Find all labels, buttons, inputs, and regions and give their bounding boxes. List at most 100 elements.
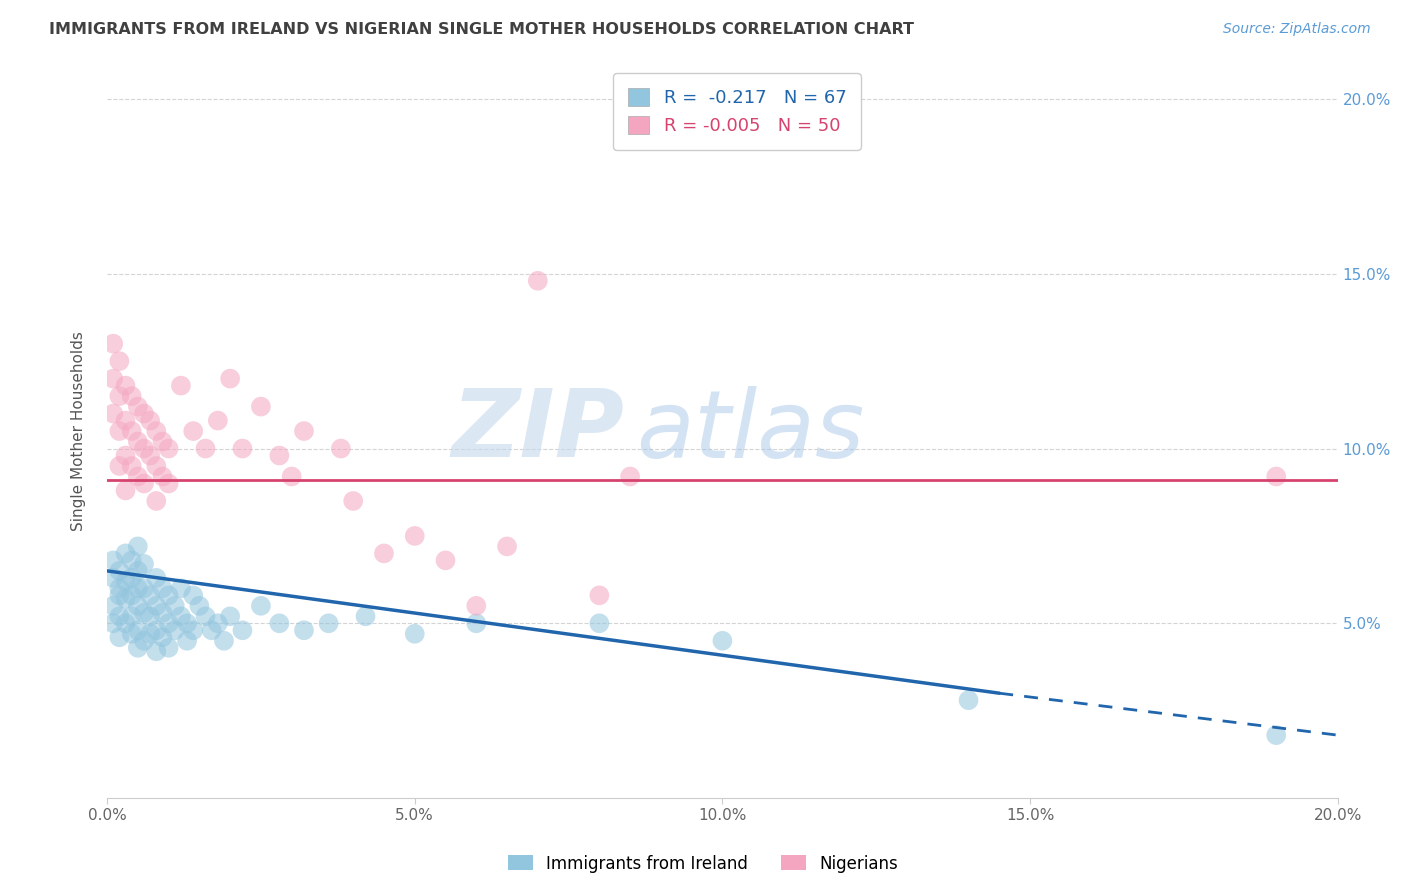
Point — [157, 640, 180, 655]
Point — [176, 633, 198, 648]
Point — [157, 616, 180, 631]
Point — [114, 413, 136, 427]
Point — [170, 582, 193, 596]
Point — [114, 546, 136, 560]
Point — [127, 564, 149, 578]
Point — [588, 588, 610, 602]
Point — [127, 400, 149, 414]
Point — [152, 630, 174, 644]
Text: IMMIGRANTS FROM IRELAND VS NIGERIAN SINGLE MOTHER HOUSEHOLDS CORRELATION CHART: IMMIGRANTS FROM IRELAND VS NIGERIAN SING… — [49, 22, 914, 37]
Point — [163, 599, 186, 613]
Point — [152, 582, 174, 596]
Text: Source: ZipAtlas.com: Source: ZipAtlas.com — [1223, 22, 1371, 37]
Point — [103, 599, 125, 613]
Point — [145, 424, 167, 438]
Point — [108, 588, 131, 602]
Point — [127, 582, 149, 596]
Point — [127, 640, 149, 655]
Point — [121, 609, 143, 624]
Point — [108, 564, 131, 578]
Point — [139, 627, 162, 641]
Point — [127, 469, 149, 483]
Point — [145, 599, 167, 613]
Point — [108, 582, 131, 596]
Point — [103, 336, 125, 351]
Point — [145, 624, 167, 638]
Point — [250, 400, 273, 414]
Point — [152, 469, 174, 483]
Point — [145, 571, 167, 585]
Point — [127, 434, 149, 449]
Point — [354, 609, 377, 624]
Point — [152, 606, 174, 620]
Point — [139, 449, 162, 463]
Point — [231, 442, 253, 456]
Point — [619, 469, 641, 483]
Point — [114, 616, 136, 631]
Point — [711, 633, 734, 648]
Point — [108, 609, 131, 624]
Legend: R =  -0.217   N = 67, R = -0.005   N = 50: R = -0.217 N = 67, R = -0.005 N = 50 — [613, 73, 860, 150]
Point — [121, 627, 143, 641]
Point — [132, 476, 155, 491]
Point — [318, 616, 340, 631]
Point — [121, 424, 143, 438]
Point — [108, 424, 131, 438]
Point — [114, 378, 136, 392]
Point — [132, 407, 155, 421]
Point — [201, 624, 224, 638]
Point — [250, 599, 273, 613]
Point — [121, 458, 143, 473]
Point — [292, 624, 315, 638]
Point — [108, 354, 131, 368]
Point — [139, 609, 162, 624]
Y-axis label: Single Mother Households: Single Mother Households — [72, 331, 86, 531]
Point — [170, 378, 193, 392]
Point — [114, 449, 136, 463]
Point — [280, 469, 302, 483]
Point — [219, 371, 242, 385]
Point — [145, 644, 167, 658]
Point — [1265, 469, 1288, 483]
Point — [342, 494, 364, 508]
Text: atlas: atlas — [637, 385, 865, 476]
Point — [103, 571, 125, 585]
Point — [157, 476, 180, 491]
Point — [103, 616, 125, 631]
Point — [269, 449, 291, 463]
Point — [108, 458, 131, 473]
Point — [103, 371, 125, 385]
Point — [103, 553, 125, 567]
Point — [152, 434, 174, 449]
Point — [181, 424, 204, 438]
Point — [269, 616, 291, 631]
Point — [292, 424, 315, 438]
Point — [103, 407, 125, 421]
Point — [957, 693, 980, 707]
Point — [188, 599, 211, 613]
Point — [132, 582, 155, 596]
Legend: Immigrants from Ireland, Nigerians: Immigrants from Ireland, Nigerians — [501, 848, 905, 880]
Point — [145, 494, 167, 508]
Point — [157, 442, 180, 456]
Point — [231, 624, 253, 638]
Point — [465, 616, 488, 631]
Point — [465, 599, 488, 613]
Point — [139, 588, 162, 602]
Point — [373, 546, 395, 560]
Point — [434, 553, 457, 567]
Point — [181, 588, 204, 602]
Point — [114, 574, 136, 589]
Point — [121, 571, 143, 585]
Point — [121, 553, 143, 567]
Point — [181, 624, 204, 638]
Point — [496, 540, 519, 554]
Point — [212, 633, 235, 648]
Point — [108, 389, 131, 403]
Point — [163, 624, 186, 638]
Point — [145, 458, 167, 473]
Point — [127, 624, 149, 638]
Point — [132, 557, 155, 571]
Point — [207, 616, 229, 631]
Point — [194, 442, 217, 456]
